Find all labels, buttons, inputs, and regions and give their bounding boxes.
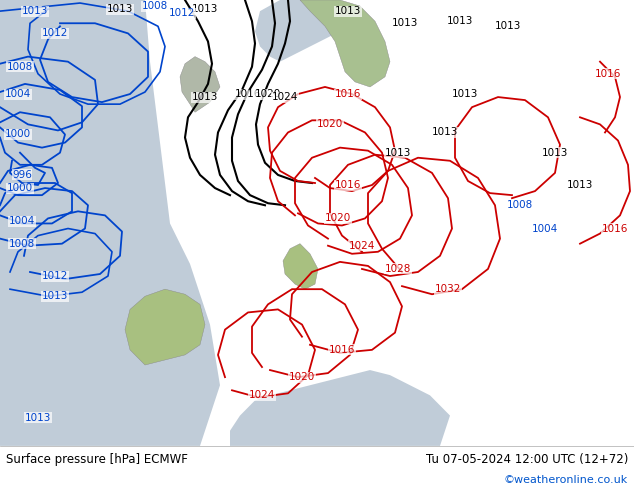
Text: 1016: 1016 <box>595 69 621 79</box>
Text: 1020: 1020 <box>255 89 281 99</box>
Text: 1012: 1012 <box>42 271 68 281</box>
Text: 1016: 1016 <box>329 345 355 355</box>
Polygon shape <box>180 57 220 112</box>
Text: 1016: 1016 <box>335 180 361 190</box>
Text: 1013: 1013 <box>432 127 458 138</box>
Text: 1008: 1008 <box>507 200 533 210</box>
Text: 1028: 1028 <box>385 264 411 274</box>
Text: 1013: 1013 <box>495 21 521 31</box>
Text: 996: 996 <box>12 170 32 180</box>
Text: 1013: 1013 <box>25 413 51 422</box>
Text: 1020: 1020 <box>289 372 315 382</box>
Text: 1024: 1024 <box>249 391 275 400</box>
Text: 1013: 1013 <box>567 180 593 190</box>
Text: 1024: 1024 <box>349 241 375 251</box>
Text: 1013: 1013 <box>192 4 218 14</box>
Text: 1013: 1013 <box>452 89 478 99</box>
Text: 1013: 1013 <box>447 16 473 26</box>
Text: ©weatheronline.co.uk: ©weatheronline.co.uk <box>504 475 628 485</box>
Text: 1020: 1020 <box>325 214 351 223</box>
Text: 1004: 1004 <box>9 217 35 226</box>
Text: 1000: 1000 <box>7 183 33 193</box>
Text: Tu 07-05-2024 12:00 UTC (12+72): Tu 07-05-2024 12:00 UTC (12+72) <box>425 453 628 466</box>
Text: 1000: 1000 <box>5 129 31 140</box>
Polygon shape <box>255 0 350 62</box>
Text: Surface pressure [hPa] ECMWF: Surface pressure [hPa] ECMWF <box>6 453 188 466</box>
Text: 1013: 1013 <box>335 6 361 16</box>
Text: 1013: 1013 <box>192 92 218 102</box>
Polygon shape <box>283 244 318 289</box>
Text: 1012: 1012 <box>169 8 195 18</box>
Text: 1013: 1013 <box>392 18 418 28</box>
Text: 1024: 1024 <box>272 92 298 102</box>
Polygon shape <box>125 289 205 365</box>
Polygon shape <box>300 0 390 87</box>
Text: 1016: 1016 <box>235 89 261 99</box>
Text: 1032: 1032 <box>435 284 461 294</box>
Text: 1016: 1016 <box>602 223 628 234</box>
Text: 1013: 1013 <box>22 6 48 16</box>
Polygon shape <box>0 0 220 446</box>
Text: 1004: 1004 <box>532 223 558 234</box>
Text: 1016: 1016 <box>335 89 361 99</box>
Polygon shape <box>230 370 450 446</box>
Text: 1020: 1020 <box>317 120 343 129</box>
Text: 1004: 1004 <box>5 89 31 99</box>
Text: 1013: 1013 <box>542 147 568 158</box>
Text: 1013: 1013 <box>385 147 411 158</box>
Text: 1012: 1012 <box>42 28 68 38</box>
Text: 1008: 1008 <box>7 62 33 72</box>
Text: 1008: 1008 <box>9 239 35 249</box>
Text: 1013: 1013 <box>42 291 68 301</box>
Text: 1008: 1008 <box>142 1 168 11</box>
Text: 1013: 1013 <box>107 4 133 14</box>
